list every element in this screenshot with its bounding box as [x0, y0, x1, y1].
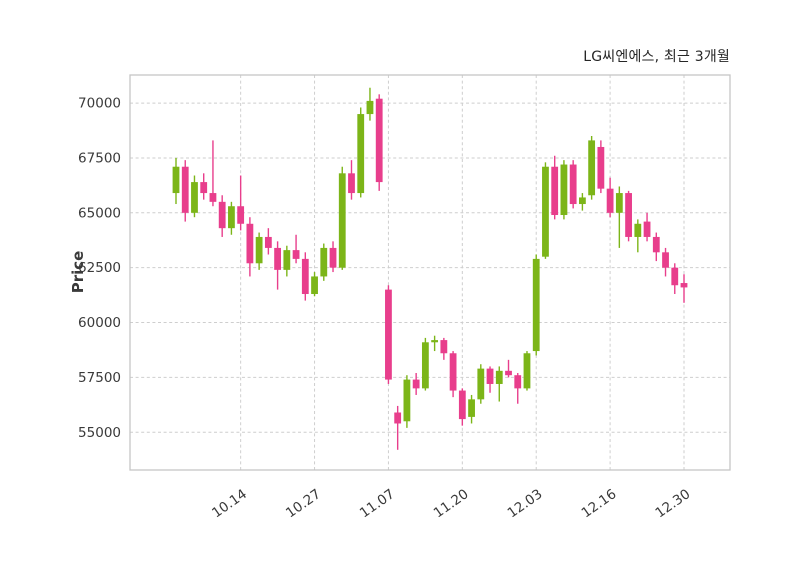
y-tick-label: 67500: [78, 150, 121, 166]
candle-body: [394, 412, 402, 424]
x-tick-label: 12.30: [652, 486, 693, 521]
candle-body: [375, 98, 383, 183]
candle-body: [625, 193, 632, 237]
candle-body: [357, 114, 365, 194]
candle-body: [255, 236, 263, 264]
candle-body: [495, 370, 503, 384]
candle-body: [615, 193, 623, 213]
candle-body: [532, 258, 540, 352]
x-tick-label: 12.16: [579, 486, 620, 521]
y-tick-label: 70000: [78, 96, 121, 112]
candle-body: [274, 247, 281, 270]
candle-body: [366, 100, 374, 115]
x-tick-label: 11.07: [357, 486, 398, 521]
candle-body: [421, 342, 429, 389]
y-tick-label: 62500: [78, 260, 121, 276]
candle-body: [348, 173, 355, 194]
candle-body: [449, 353, 457, 391]
chart-title: LG씨엔에스, 최근 3개월: [583, 49, 730, 65]
candle-body: [329, 247, 337, 268]
candle-body: [514, 375, 522, 389]
candle-body: [569, 164, 577, 205]
candle-body: [181, 166, 189, 213]
candle-body: [385, 289, 392, 380]
candle-body: [560, 164, 568, 216]
candle-body: [237, 206, 245, 224]
candle-body: [542, 166, 549, 257]
y-tick-label: 65000: [78, 205, 121, 221]
candle-body: [458, 390, 466, 420]
x-tick-label: 11.20: [431, 486, 472, 521]
candle-body: [652, 236, 660, 253]
y-tick-label: 55000: [78, 425, 121, 441]
candle-body: [440, 340, 448, 354]
candle-body: [200, 182, 208, 194]
candle-body: [292, 250, 300, 259]
candle-body: [477, 368, 485, 400]
candle-body: [301, 258, 309, 295]
y-tick-label: 60000: [78, 315, 121, 331]
axes-frame: [129, 74, 731, 471]
candle-body: [643, 221, 651, 237]
candle-body: [431, 340, 439, 343]
candle-body: [486, 368, 494, 384]
candle-body: [403, 379, 411, 422]
candle-body: [228, 206, 235, 229]
candle-body: [505, 370, 512, 376]
candle-body: [320, 247, 328, 277]
candle-body: [680, 283, 688, 288]
candle-body: [191, 182, 198, 213]
candle-body: [412, 379, 420, 389]
x-tick-label: 10.14: [209, 486, 250, 521]
candle-body: [283, 250, 291, 270]
candle-body: [634, 223, 642, 237]
candle-body: [172, 166, 180, 194]
y-tick-label: 57500: [78, 370, 121, 386]
candle-body: [579, 197, 586, 205]
candle-body: [246, 223, 254, 264]
candle-body: [218, 201, 226, 229]
x-tick-label: 12.03: [505, 486, 546, 521]
candle-body: [671, 267, 679, 286]
candle-body: [588, 140, 596, 196]
candle-body: [311, 276, 318, 295]
candle-body: [551, 166, 559, 216]
candle-body: [209, 193, 217, 202]
candle-body: [523, 353, 531, 389]
candle-body: [606, 188, 614, 213]
candle-body: [338, 173, 346, 268]
candle-body: [597, 146, 605, 189]
candle-body: [264, 236, 272, 248]
candle-body: [662, 252, 669, 268]
x-tick-label: 10.27: [283, 486, 324, 521]
candle-body: [468, 399, 475, 417]
